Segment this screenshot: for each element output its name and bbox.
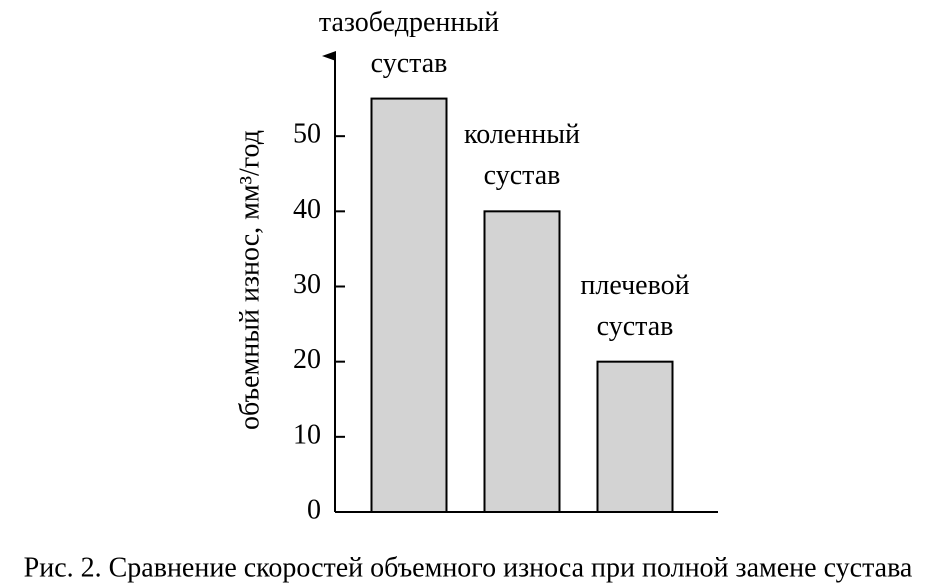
category-label: коленный сустав xyxy=(464,119,580,192)
y-tick-label: 50 xyxy=(293,119,321,150)
category-label: плечевой сустав xyxy=(580,269,690,342)
bar xyxy=(596,360,674,513)
bar xyxy=(483,210,561,513)
y-tick-label: 30 xyxy=(293,269,321,300)
bar xyxy=(370,97,448,513)
caption: Рис. 2. Сравнение скоростей объемного из… xyxy=(24,552,913,583)
y-tick-label: 10 xyxy=(293,419,321,450)
y-tick-label: 20 xyxy=(293,344,321,375)
y-axis-label: объемный износ, мм³/год xyxy=(234,130,265,430)
y-tick-label: 0 xyxy=(307,494,321,525)
category-label: тазобедренный сустав xyxy=(318,6,500,79)
y-tick-label: 40 xyxy=(293,194,321,225)
